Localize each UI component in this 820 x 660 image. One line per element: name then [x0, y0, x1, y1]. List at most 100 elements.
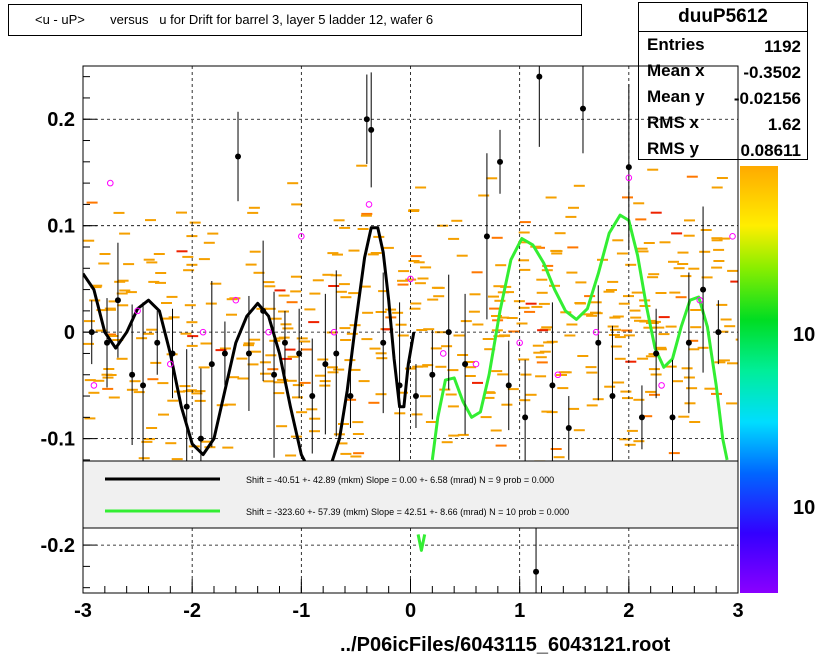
- histogram-cell: [637, 250, 649, 253]
- profile-point: [412, 393, 419, 400]
- histogram-cell: [533, 351, 545, 354]
- mean-point: [298, 233, 305, 240]
- x-tick-label: 3: [732, 600, 743, 622]
- histogram-cell: [107, 335, 119, 337]
- histogram-cell: [711, 239, 723, 242]
- histogram-cell: [630, 316, 642, 319]
- histogram-cell: [368, 401, 380, 404]
- histogram-cell: [650, 211, 662, 214]
- histogram-cell: [186, 321, 198, 324]
- profile-point: [154, 339, 161, 346]
- histogram-cell: [360, 214, 372, 217]
- histogram-cell: [486, 177, 498, 180]
- fit-curve: [330, 226, 416, 463]
- histogram-cell: [423, 328, 435, 331]
- histogram-cell: [524, 310, 536, 313]
- histogram-cell: [647, 168, 659, 171]
- histogram-cell: [189, 221, 201, 224]
- histogram-cell: [180, 332, 192, 335]
- profile-point: [609, 393, 616, 400]
- histogram-cell: [518, 259, 530, 262]
- histogram-cell: [575, 281, 587, 284]
- histogram-cell: [352, 433, 364, 435]
- mean-point: [516, 339, 523, 347]
- histogram-cell: [643, 326, 655, 329]
- histogram-cell: [319, 384, 331, 387]
- histogram-cell: [495, 264, 507, 267]
- color-scale-label: 10: [793, 324, 815, 346]
- profile-point: [715, 329, 722, 336]
- histogram-cell: [614, 336, 626, 339]
- histogram-cell: [299, 340, 311, 343]
- histogram-cell: [210, 282, 222, 285]
- histogram-cell: [102, 376, 114, 379]
- histogram-cell: [672, 380, 683, 383]
- histogram-cell: [499, 334, 511, 337]
- histogram-cell: [417, 277, 429, 280]
- histogram-cell: [414, 282, 426, 285]
- histogram-cell: [490, 429, 502, 432]
- stats-key: RMS x: [647, 113, 699, 132]
- histogram-cell: [507, 388, 519, 391]
- histogram-cell: [718, 359, 730, 362]
- histogram-cell: [711, 266, 723, 269]
- profile-point: [536, 73, 543, 80]
- profile-point: [347, 393, 354, 400]
- histogram-cell: [123, 263, 135, 266]
- histogram-cell: [359, 285, 371, 288]
- histogram-cell: [420, 266, 432, 269]
- histogram-cell: [649, 393, 660, 396]
- histogram-cell: [409, 307, 421, 310]
- histogram-cell: [690, 326, 702, 329]
- histogram-cell: [277, 378, 289, 381]
- histogram-cell: [336, 442, 348, 445]
- histogram-cell: [328, 285, 340, 287]
- x-tick-label: 1: [514, 600, 525, 622]
- histogram-cell: [309, 417, 321, 420]
- histogram-cell: [518, 241, 530, 244]
- histogram-cell: [187, 335, 199, 338]
- histogram-cell: [534, 246, 545, 249]
- mean-point: [472, 360, 480, 368]
- y-tick-label: 0.1: [47, 216, 75, 238]
- histogram-cell: [688, 348, 700, 351]
- profile-point: [595, 339, 602, 346]
- x-tick-label: -1: [292, 600, 310, 622]
- histogram-cell: [518, 231, 530, 234]
- histogram-cell: [457, 433, 469, 436]
- histogram-cell: [203, 241, 215, 244]
- histogram-cell: [96, 309, 108, 312]
- histogram-cell: [287, 182, 299, 185]
- histogram-cell: [382, 246, 394, 249]
- histogram-cell: [183, 269, 195, 272]
- histogram-cell: [607, 280, 619, 283]
- histogram-cell: [98, 262, 110, 265]
- profile-point: [221, 350, 228, 357]
- histogram-cell: [415, 186, 427, 189]
- profile-point: [653, 350, 660, 357]
- histogram-cell: [340, 296, 352, 299]
- profile-point: [522, 414, 529, 421]
- histogram-cell: [166, 295, 178, 298]
- histogram-cell: [519, 268, 531, 271]
- histogram-cell: [176, 211, 187, 214]
- histogram-cell: [718, 237, 730, 240]
- histogram-cell: [489, 307, 501, 310]
- histogram-cell: [102, 387, 114, 390]
- histogram-cell: [483, 391, 495, 394]
- histogram-cell: [161, 317, 173, 320]
- histogram-cell: [633, 202, 645, 205]
- profile-point: [114, 297, 121, 304]
- histogram-cell: [545, 196, 557, 199]
- fit-curve: [416, 534, 427, 552]
- y-tick-label: -0.2: [41, 535, 75, 557]
- histogram-cell: [397, 334, 409, 337]
- histogram-cell: [647, 276, 659, 279]
- histogram-cell: [186, 344, 198, 347]
- histogram-cell: [701, 276, 713, 279]
- histogram-cell: [607, 325, 619, 328]
- histogram-cell: [237, 377, 249, 380]
- histogram-cell: [506, 317, 518, 319]
- histogram-cell: [558, 371, 570, 374]
- histogram-cell: [339, 327, 351, 330]
